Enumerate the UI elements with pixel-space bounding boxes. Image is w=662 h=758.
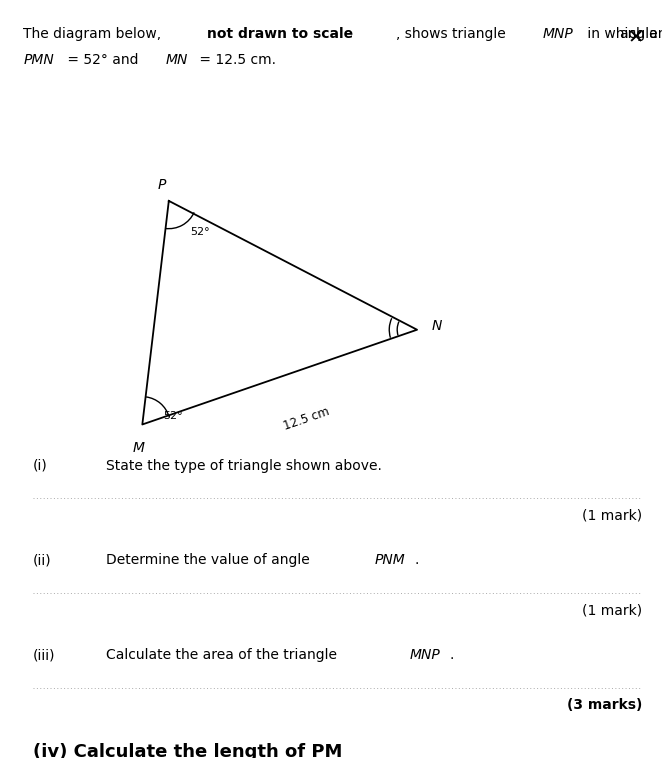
Text: M: M [133,441,145,455]
Text: 12.5 cm: 12.5 cm [281,405,331,433]
Text: P: P [158,178,166,192]
Text: PNM: PNM [375,553,405,567]
Text: in which angle: in which angle [583,27,662,41]
Text: .: . [449,648,453,662]
Text: (iii): (iii) [33,648,56,662]
Text: Calculate the area of the triangle: Calculate the area of the triangle [106,648,342,662]
Text: Determine the value of angle: Determine the value of angle [106,553,314,567]
Text: (1 mark): (1 mark) [582,603,642,617]
Text: MN: MN [166,53,188,67]
Text: 52°: 52° [164,411,183,421]
Text: = 52° and: = 52° and [63,53,143,67]
Text: 52°: 52° [190,227,210,237]
Text: ✕: ✕ [628,29,643,48]
Text: (ii): (ii) [33,553,52,567]
Text: , shows triangle: , shows triangle [396,27,510,41]
Text: (i): (i) [33,459,48,472]
Text: .: . [414,553,418,567]
Text: angle: angle [619,27,657,41]
Text: MNP: MNP [543,27,573,41]
Text: N: N [432,319,442,333]
Text: (1 mark): (1 mark) [582,509,642,522]
Text: (3 marks): (3 marks) [567,698,642,712]
Text: PMN: PMN [23,53,54,67]
Text: (iv) Calculate the length of PM: (iv) Calculate the length of PM [33,743,342,758]
Text: MNP: MNP [410,648,440,662]
Text: The diagram below,: The diagram below, [23,27,166,41]
Text: State the type of triangle shown above.: State the type of triangle shown above. [106,459,382,472]
Text: not drawn to scale: not drawn to scale [207,27,353,41]
Text: = 12.5 cm.: = 12.5 cm. [195,53,276,67]
